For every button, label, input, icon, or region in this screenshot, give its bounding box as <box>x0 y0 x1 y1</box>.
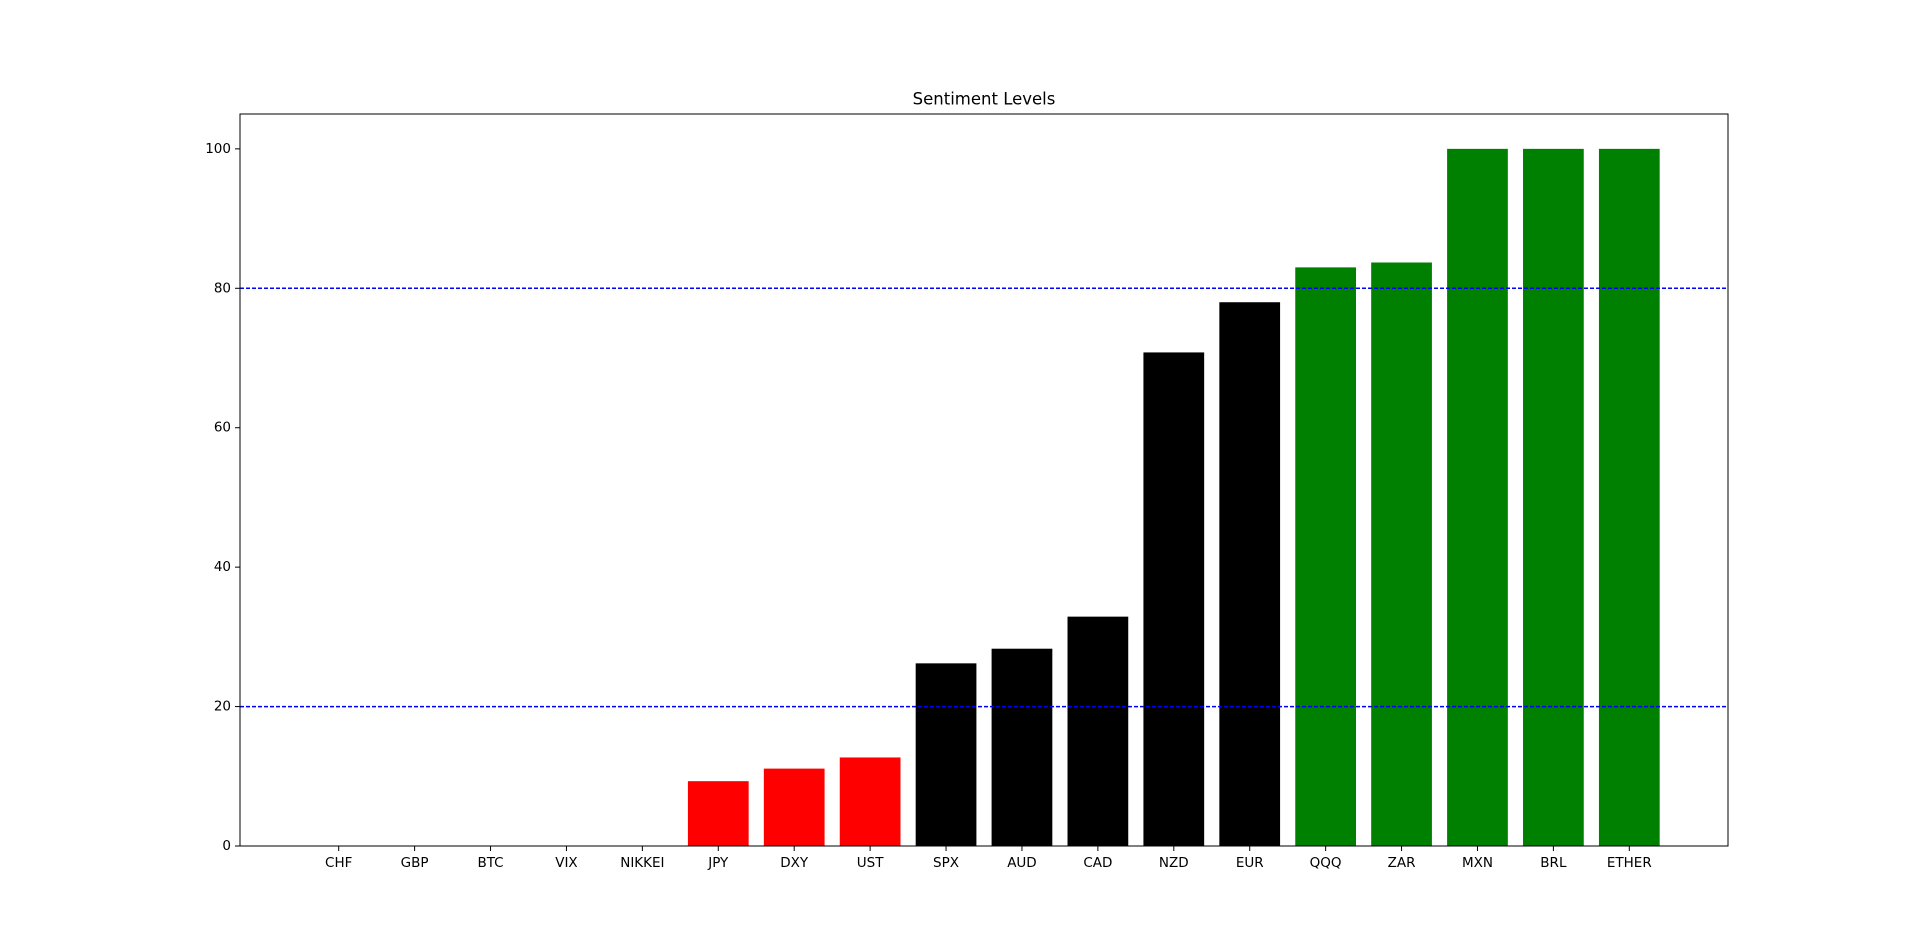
bar <box>1295 267 1356 846</box>
y-tick-label: 0 <box>222 838 231 854</box>
y-tick-label: 100 <box>205 141 231 157</box>
x-tick-label: DXY <box>780 855 809 871</box>
x-tick-label: ETHER <box>1607 855 1652 871</box>
x-tick-label: EUR <box>1236 855 1264 871</box>
x-tick-label: SPX <box>933 855 959 871</box>
x-tick-label: ZAR <box>1388 855 1416 871</box>
bar <box>1067 616 1129 846</box>
bar <box>839 757 901 846</box>
x-tick-label: BRL <box>1540 855 1567 871</box>
plot-frame <box>239 113 1729 847</box>
x-tick-label: JPY <box>707 855 729 871</box>
x-tick-label: NZD <box>1159 855 1189 871</box>
x-tick-label: CAD <box>1083 855 1112 871</box>
x-tick-label: GBP <box>401 855 429 871</box>
y-tick-label: 60 <box>214 420 231 436</box>
x-tick-label: BTC <box>477 855 503 871</box>
x-tick-label: NIKKEI <box>620 855 664 871</box>
y-tick-label: 80 <box>214 280 231 296</box>
x-tick-label: AUD <box>1007 855 1037 871</box>
y-tick-label: 40 <box>214 559 231 575</box>
bar <box>1447 148 1508 846</box>
bar <box>1219 302 1281 846</box>
x-tick-label: QQQ <box>1310 855 1342 871</box>
bar <box>1523 148 1584 846</box>
x-tick-label: MXN <box>1462 855 1493 871</box>
x-tick-label: UST <box>857 855 884 871</box>
x-tick-label: VIX <box>555 855 577 871</box>
bar <box>1371 262 1432 846</box>
chart-title: Sentiment Levels <box>913 90 1056 109</box>
y-tick-label: 20 <box>214 699 231 715</box>
bar <box>991 648 1053 846</box>
x-tick-label: CHF <box>325 855 352 871</box>
bar <box>687 781 749 846</box>
bar <box>1143 352 1205 846</box>
bar <box>1598 148 1660 846</box>
bar <box>915 663 977 846</box>
bar <box>763 768 825 846</box>
